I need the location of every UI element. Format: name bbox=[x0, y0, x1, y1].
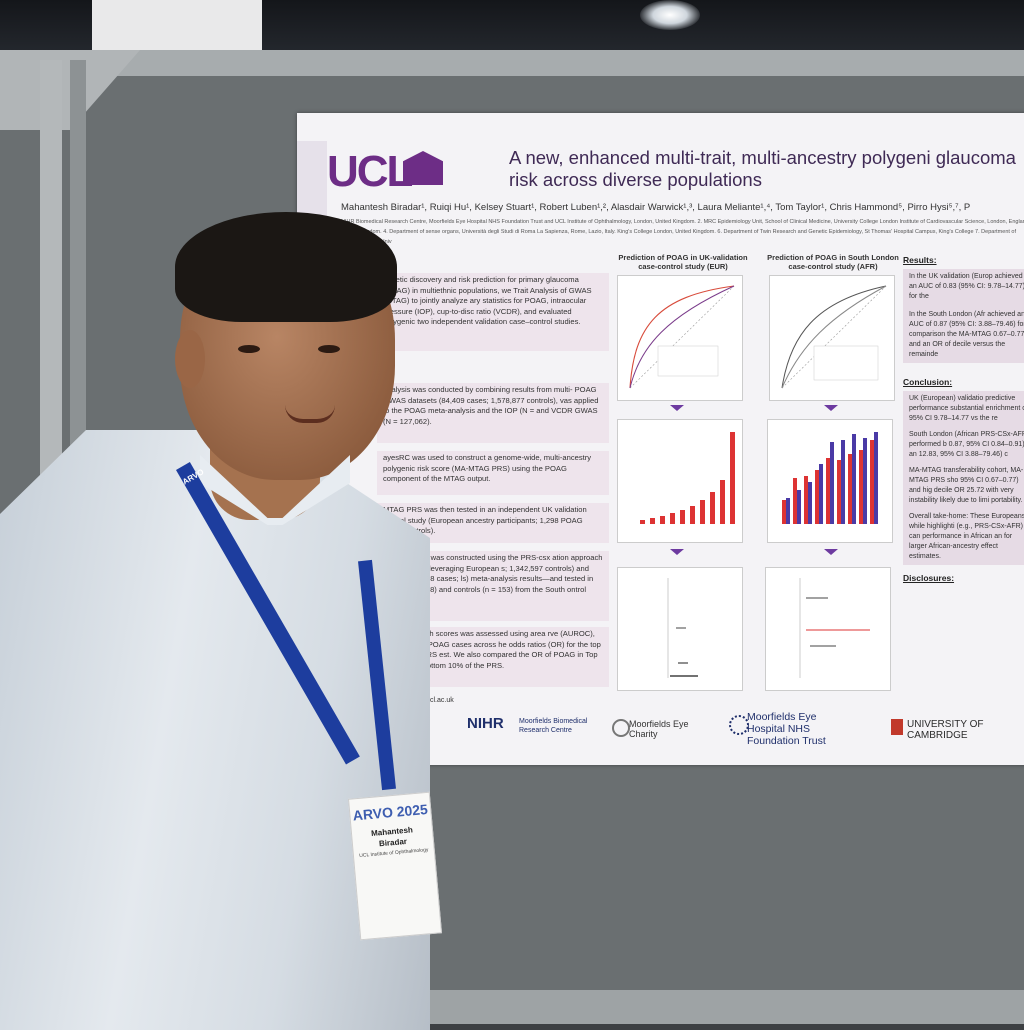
sponsor-logos: NIHR Moorfields Biomedical Research Cent… bbox=[467, 711, 1024, 751]
methods-text-1: analysis was conducted by combining resu… bbox=[383, 385, 599, 426]
forest-plot-eur-marks bbox=[667, 578, 698, 678]
charity-emblem-icon bbox=[612, 719, 630, 737]
methods-box-1: analysis was conducted by combining resu… bbox=[377, 383, 609, 443]
person-smile bbox=[285, 405, 335, 423]
poster-affiliations: NIHR Biomedical Research Centre, Moorfie… bbox=[341, 219, 1024, 245]
arrow-down-icon bbox=[824, 405, 838, 411]
methods-text-5: mance for both scores was assessed using… bbox=[383, 629, 601, 670]
roc-curves-eur bbox=[629, 285, 735, 389]
intro-text: genetic discovery and risk prediction fo… bbox=[383, 275, 592, 326]
ceiling-light bbox=[640, 0, 700, 30]
hospital-emblem-icon bbox=[729, 715, 749, 735]
arrow-down-icon bbox=[670, 405, 684, 411]
roc-chart-afr bbox=[769, 275, 895, 401]
roc-chart-eur bbox=[617, 275, 743, 401]
nihr-logo-subtitle: Moorfields Biomedical Research Centre bbox=[519, 718, 588, 734]
nihr-logo: NIHR bbox=[467, 715, 504, 732]
badge-event-logo: ARVO 2025 bbox=[352, 800, 429, 824]
moorfields-hospital-logo: Moorfields Eye Hospital NHS Foundation T… bbox=[747, 711, 826, 747]
board-frame-top bbox=[0, 50, 1024, 76]
forest-plot-afr-marks bbox=[799, 578, 870, 678]
board-frame-left bbox=[40, 60, 62, 540]
person-ear bbox=[175, 330, 205, 388]
lanyard-text: ARVO bbox=[181, 467, 206, 487]
arrow-down-icon bbox=[670, 549, 684, 555]
board-frame-bottom bbox=[400, 990, 1024, 1024]
decile-chart-eur bbox=[617, 419, 743, 543]
contact-email: @ucl.ac.uk bbox=[419, 697, 454, 704]
person-hair bbox=[175, 212, 397, 322]
methods-box-2: ayesRC was used to construct a genome-wi… bbox=[377, 451, 609, 495]
conclusion-4: Overall take-home: These Europeans, whil… bbox=[909, 513, 1024, 560]
conclusion-heading: Conclusion: bbox=[903, 377, 953, 387]
conclusion-box: UK (European) validatio predictive perfo… bbox=[903, 391, 1024, 565]
moorfields-charity-logo: Moorfields Eye Charity bbox=[629, 719, 689, 739]
poster-authors: Mahantesh Biradar¹, Ruiqi Hu¹, Kelsey St… bbox=[341, 202, 971, 213]
results-column: Results: In the UK validation (Europ ach… bbox=[903, 255, 1024, 583]
methods-text-2: ayesRC was used to construct a genome-wi… bbox=[383, 453, 592, 483]
conclusion-2: South London (African PRS-CSx-AFR perfor… bbox=[909, 431, 1024, 458]
roc-curves-afr bbox=[781, 285, 887, 389]
decile-bars-afr bbox=[782, 432, 878, 524]
chart1-title: Prediction of POAG in UK-validation case… bbox=[618, 253, 748, 271]
decile-chart-afr bbox=[767, 419, 893, 543]
cambridge-shield-icon bbox=[891, 719, 903, 735]
person-eye-left bbox=[238, 345, 260, 353]
intro-box: genetic discovery and risk prediction fo… bbox=[377, 273, 609, 351]
ucl-logo: UCL bbox=[327, 147, 413, 196]
result-2: In the South London (Afr achieved an AUC… bbox=[909, 311, 1024, 358]
name-badge: ARVO 2025 Mahantesh Biradar UCL Institut… bbox=[347, 791, 443, 941]
poster-title: A new, enhanced multi-trait, multi-ances… bbox=[509, 147, 1016, 190]
disclosures-heading: Disclosures: bbox=[903, 573, 955, 583]
results-heading: Results: bbox=[903, 255, 937, 265]
white-panel bbox=[92, 0, 262, 56]
forest-plot-eur bbox=[617, 567, 743, 691]
chart2-title: Prediction of POAG in South London case-… bbox=[767, 253, 899, 271]
result-1: In the UK validation (Europ achieved an … bbox=[909, 273, 1024, 300]
conclusion-1: UK (European) validatio predictive perfo… bbox=[909, 395, 1024, 422]
arrow-down-icon bbox=[824, 549, 838, 555]
person-eye-right bbox=[318, 345, 340, 353]
cambridge-logo: UNIVERSITY OF CAMBRIDGE bbox=[907, 719, 984, 741]
poster-side-band bbox=[297, 141, 327, 221]
conclusion-3: MA-MTAG transferability cohort, MA-MTAG … bbox=[909, 467, 1024, 504]
decile-bars-eur bbox=[640, 432, 735, 524]
board-frame-left-inner bbox=[70, 60, 86, 530]
results-box: In the UK validation (Europ achieved an … bbox=[903, 269, 1024, 363]
forest-plot-afr bbox=[765, 567, 891, 691]
